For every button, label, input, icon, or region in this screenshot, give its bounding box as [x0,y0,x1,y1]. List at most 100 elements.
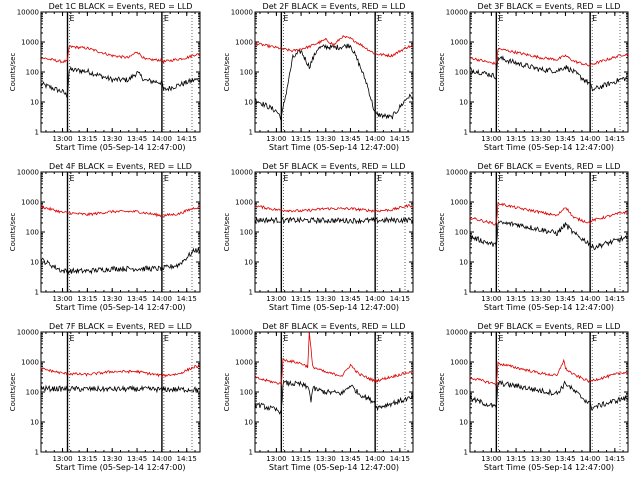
x-tick-label: 13:15 [291,135,311,143]
event-marker-label: E [283,174,288,183]
plot-frame [40,171,201,293]
x-tick-label: 14:00 [580,295,600,303]
panel-title: Det 2F BLACK = Events, RED = LLD [263,2,406,11]
events-series-line [40,247,201,276]
x-axis-label: Start Time (05-Sep-14 12:47:00) [55,143,185,152]
x-tick-label: 13:45 [340,135,360,143]
y-tick-label: 10 [30,419,39,427]
lld-series-line [469,202,629,226]
x-tick-label: 14:00 [152,135,172,143]
x-tick-label: 13:00 [52,135,72,143]
event-marker-label: E [592,334,597,343]
plot-frame [469,331,629,453]
lld-series-line [254,34,413,58]
x-tick-label: 13:45 [340,455,360,463]
event-marker-label: E [592,174,597,183]
y-axis-label: Counts/sec [9,53,17,92]
y-tick-label: 100 [455,229,468,237]
plot-frame [254,171,414,293]
x-tick-label: 14:15 [177,135,197,143]
y-tick-label: 1000 [235,39,253,47]
event-marker-label: E [498,334,503,343]
y-tick-label: 10 [30,259,39,267]
y-tick-label: 10 [459,419,468,427]
x-axis-label: Start Time (05-Sep-14 12:47:00) [55,463,185,472]
x-tick-label: 13:15 [291,455,311,463]
events-series-line [254,43,414,121]
x-tick-label: 13:00 [481,455,501,463]
x-tick-label: 13:15 [506,455,526,463]
y-tick-label: 100 [26,389,39,397]
event-marker-label: E [164,174,169,183]
y-tick-label: 100 [26,229,39,237]
y-tick-label: 10000 [231,169,253,177]
y-tick-label: 1 [35,449,39,457]
x-tick-label: 14:15 [605,455,625,463]
events-series-line [254,379,414,415]
x-tick-label: 14:15 [390,295,410,303]
y-axis-label: Counts/sec [223,213,231,252]
x-tick-label: 13:45 [127,135,147,143]
x-tick-label: 14:15 [605,135,625,143]
x-tick-label: 13:15 [506,295,526,303]
x-tick-label: 13:30 [316,455,336,463]
panel-title: Det 1C BLACK = Events, RED = LLD [49,2,193,11]
event-marker-label: E [283,14,288,23]
chart-panel-9: Det 9F BLACK = Events, RED = LLD 1 10 100 10… [438,322,629,472]
event-marker-label: E [498,174,503,183]
y-tick-label: 10000 [446,9,468,17]
lld-series-line [254,331,413,387]
events-series-line [469,55,629,92]
lld-series-line [469,358,628,386]
event-marker-label: E [592,14,597,23]
event-marker-label: E [498,14,503,23]
panel-title: Det 6F BLACK = Events, RED = LLD [478,162,621,171]
panel-title: Det 3F BLACK = Events, RED = LLD [478,2,621,11]
x-tick-label: 14:00 [580,135,600,143]
y-axis-label: Counts/sec [9,373,17,412]
y-tick-label: 10 [244,419,253,427]
y-tick-label: 100 [26,69,39,77]
x-tick-label: 13:30 [531,455,551,463]
x-tick-label: 14:00 [580,455,600,463]
y-tick-label: 1 [464,289,468,297]
x-tick-label: 13:00 [52,295,72,303]
y-tick-label: 1000 [450,39,468,47]
lld-series-line [40,205,201,218]
y-tick-label: 1 [35,129,39,137]
x-tick-label: 14:00 [152,455,172,463]
y-tick-label: 1000 [21,199,39,207]
x-tick-label: 14:15 [177,295,197,303]
x-tick-label: 14:00 [365,295,385,303]
x-tick-label: 14:00 [365,135,385,143]
y-tick-label: 100 [240,69,253,77]
x-tick-label: 13:15 [77,295,97,303]
x-tick-label: 13:45 [555,455,575,463]
event-marker-label: E [377,14,382,23]
chart-panel-5: Det 5F BLACK = Events, RED = LLD 1 10 100 10… [223,162,414,312]
x-tick-label: 13:30 [102,135,122,143]
y-tick-label: 10000 [231,329,253,337]
x-tick-label: 13:45 [127,455,147,463]
y-axis-label: Counts/sec [223,53,231,92]
y-tick-label: 100 [240,229,253,237]
y-tick-label: 1000 [21,359,39,367]
y-tick-label: 1 [35,289,39,297]
y-tick-label: 10000 [231,9,253,17]
event-marker-label: E [164,14,169,23]
y-tick-label: 10 [244,99,253,107]
events-series-line [254,216,414,225]
x-axis-label: Start Time (05-Sep-14 12:47:00) [484,303,614,312]
lld-series-line [469,47,629,67]
y-axis-label: Counts/sec [438,53,446,92]
x-tick-label: 13:00 [481,135,501,143]
x-tick-label: 13:30 [102,295,122,303]
y-tick-label: 1 [464,449,468,457]
x-tick-label: 13:15 [77,135,97,143]
y-tick-label: 1000 [450,359,468,367]
y-tick-label: 1000 [450,199,468,207]
x-axis-label: Start Time (05-Sep-14 12:47:00) [55,303,185,312]
x-tick-label: 14:00 [152,295,172,303]
panel-title: Det 4F BLACK = Events, RED = LLD [49,162,192,171]
